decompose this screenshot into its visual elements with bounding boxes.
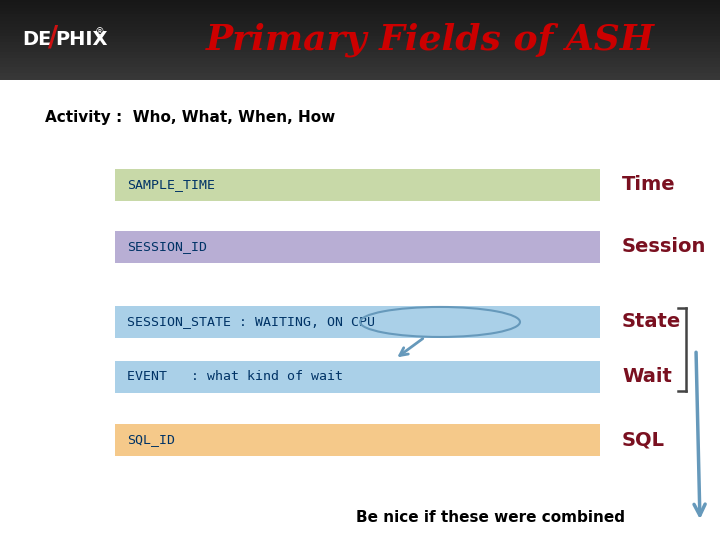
- Text: PHIX: PHIX: [55, 30, 107, 50]
- Text: /: /: [48, 24, 58, 52]
- Text: Session: Session: [622, 238, 706, 256]
- Text: Be nice if these were combined: Be nice if these were combined: [356, 510, 624, 525]
- Text: DE: DE: [22, 30, 51, 50]
- FancyBboxPatch shape: [115, 169, 600, 201]
- Text: SQL: SQL: [622, 430, 665, 449]
- Text: Time: Time: [622, 176, 675, 194]
- Text: Wait: Wait: [622, 368, 672, 387]
- Text: EVENT   : what kind of wait: EVENT : what kind of wait: [127, 370, 343, 383]
- Text: SQL_ID: SQL_ID: [127, 434, 175, 447]
- FancyBboxPatch shape: [115, 231, 600, 263]
- Text: SESSION_ID: SESSION_ID: [127, 240, 207, 253]
- Text: SAMPLE_TIME: SAMPLE_TIME: [127, 178, 215, 192]
- FancyBboxPatch shape: [115, 361, 600, 393]
- Text: SESSION_STATE : WAITING, ON CPU: SESSION_STATE : WAITING, ON CPU: [127, 315, 375, 328]
- Text: ®: ®: [95, 27, 104, 37]
- Text: Activity :  Who, What, When, How: Activity : Who, What, When, How: [45, 110, 336, 125]
- FancyBboxPatch shape: [115, 424, 600, 456]
- FancyBboxPatch shape: [115, 306, 600, 338]
- Text: Primary Fields of ASH: Primary Fields of ASH: [205, 23, 654, 57]
- Text: State: State: [622, 313, 681, 332]
